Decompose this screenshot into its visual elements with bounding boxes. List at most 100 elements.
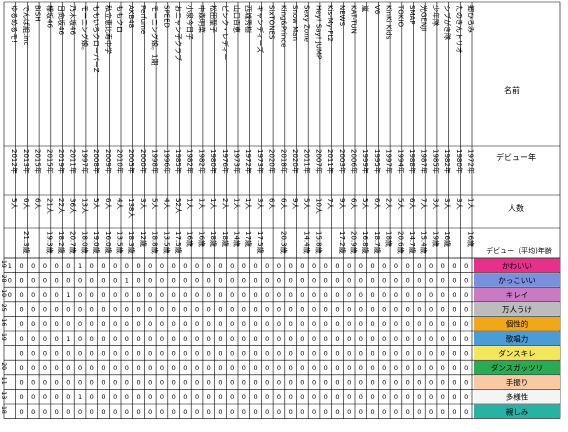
score-cell: 0 (218, 276, 222, 284)
debut-age-cell: 15.8歳 (314, 231, 323, 254)
score-cell: 0 (218, 262, 222, 270)
score-cell: 0 (277, 291, 281, 299)
score-cell: 0 (441, 349, 445, 357)
group-name-cell: SixTONES (268, 5, 276, 40)
score-cell: 0 (394, 364, 398, 372)
score-cell: 0 (8, 276, 12, 284)
score-cell: 0 (19, 335, 23, 343)
score-cell: 0 (172, 276, 176, 284)
score-cell: 0 (113, 408, 117, 416)
group-name-cell: 欅坂46 (45, 5, 54, 28)
score-cell: 0 (359, 393, 363, 401)
score-cell: 0 (335, 262, 339, 270)
member-count-cell: 1人 (244, 198, 252, 209)
score-cell: 0 (160, 320, 164, 328)
group-name-cell: Perfume (139, 5, 147, 34)
score-cell: 0 (43, 379, 47, 387)
score-cell: 0 (242, 276, 246, 284)
score-cell: 0 (394, 276, 398, 284)
member-count-cell: 5人 (361, 198, 369, 209)
score-cell: 0 (207, 364, 211, 372)
score-cell: 0 (195, 291, 199, 299)
score-cell: 0 (452, 393, 456, 401)
score-cell: 0 (382, 408, 386, 416)
score-cell: 0 (312, 408, 316, 416)
group-name-cell: キャンディーズ (256, 5, 265, 53)
score-cell: 0 (19, 320, 23, 328)
score-cell: 0 (277, 335, 281, 343)
score-cell: 0 (43, 262, 47, 270)
member-count-cell: 6人 (408, 198, 416, 209)
category-label: ダンスガッツリ (491, 363, 543, 373)
group-name-cell: King&Prince (279, 5, 287, 47)
score-cell: 0 (265, 393, 269, 401)
score-cell: 0 (265, 379, 269, 387)
score-cell: 0 (289, 393, 293, 401)
score-cell: 0 (253, 291, 257, 299)
score-cell: 0 (370, 262, 374, 270)
score-cell: 0 (441, 320, 445, 328)
category-label: かっこいい (498, 276, 536, 285)
score-cell: 0 (148, 335, 152, 343)
debut-year-cell: 2019年 (57, 149, 66, 174)
category-total: 19 (0, 260, 7, 268)
debut-year-cell: 2011年 (303, 149, 312, 174)
score-cell: 0 (43, 393, 47, 401)
category-total: 13 (0, 391, 7, 399)
score-cell: 0 (183, 393, 187, 401)
score-cell: 0 (324, 393, 328, 401)
group-name-cell: モーニング娘。 (80, 5, 89, 54)
score-cell: 0 (160, 408, 164, 416)
score-cell: 0 (207, 335, 211, 343)
group-name-cell: 松田聖子 (209, 5, 218, 33)
score-cell: 0 (78, 306, 82, 314)
score-cell: 0 (43, 291, 47, 299)
group-name-cell: 私立恵比寿中学 (104, 5, 113, 54)
member-count-cell: 22人 (57, 198, 65, 214)
score-cell: 0 (101, 349, 105, 357)
score-cell: 0 (417, 379, 421, 387)
score-cell: 0 (55, 276, 59, 284)
score-cell: 0 (312, 335, 316, 343)
score-cell: 0 (19, 408, 23, 416)
member-count-cell: 1人 (466, 198, 474, 209)
member-count-cell: 1人 (209, 198, 217, 209)
score-cell: 0 (394, 379, 398, 387)
score-cell: 0 (312, 291, 316, 299)
score-cell: 0 (148, 320, 152, 328)
score-cell: 0 (417, 306, 421, 314)
debut-year-cell: 1994年 (396, 149, 405, 174)
header-members: 人数 (508, 203, 524, 213)
score-cell: 0 (464, 379, 468, 387)
score-cell: 0 (382, 276, 386, 284)
score-cell: 0 (324, 262, 328, 270)
score-cell: 0 (464, 320, 468, 328)
debut-age-cell: 16歳 (466, 231, 475, 247)
score-cell: 0 (312, 364, 316, 372)
score-cell: 0 (78, 364, 82, 372)
score-cell: 0 (324, 379, 328, 387)
debut-age-cell: 12歳 (139, 231, 148, 247)
debut-age-cell: 16.8歳 (361, 231, 370, 254)
group-name-cell: シブがき隊 (443, 5, 452, 40)
score-cell: 0 (300, 276, 304, 284)
category-color-swatch (474, 287, 560, 302)
score-cell: 0 (207, 408, 211, 416)
score-cell: 0 (113, 364, 117, 372)
group-name-cell: モーニング娘。1期 (151, 5, 160, 65)
score-cell: 0 (218, 379, 222, 387)
score-cell: 0 (31, 262, 35, 270)
score-cell: 0 (265, 364, 269, 372)
score-cell: 0 (406, 393, 410, 401)
category-label: 万人うけ (502, 305, 532, 314)
score-cell: 0 (43, 408, 47, 416)
score-cell: 0 (417, 364, 421, 372)
score-cell: 0 (183, 379, 187, 387)
score-cell: 0 (43, 306, 47, 314)
score-cell: 0 (359, 276, 363, 284)
score-cell: 0 (172, 408, 176, 416)
score-cell: 0 (406, 349, 410, 357)
group-name-cell: Kis-My-Ft2 (326, 5, 334, 42)
score-cell: 0 (125, 262, 129, 270)
